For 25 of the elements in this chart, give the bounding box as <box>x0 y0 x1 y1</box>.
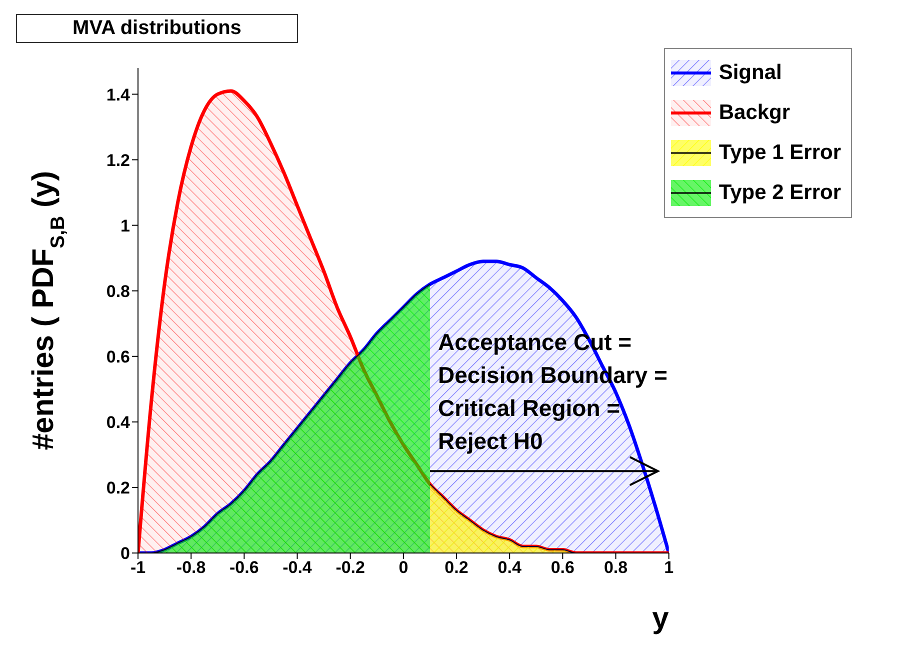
x-tick-label: -1 <box>130 558 146 578</box>
x-tick-label: 0 <box>398 558 408 578</box>
y-tick-label: 0.6 <box>106 347 130 366</box>
y-tick-label: 1 <box>120 216 130 236</box>
y-tick-label: 1.4 <box>106 85 131 104</box>
y-tick-label: 0.4 <box>106 412 131 432</box>
x-tick-label: -0.4 <box>282 558 312 578</box>
y-tick-label: 1.2 <box>106 150 130 170</box>
legend-label: Backgr <box>718 101 790 125</box>
y-tick-label: 0.2 <box>106 478 130 498</box>
legend-label: Type 1 Error <box>718 141 841 165</box>
x-tick-label: 1 <box>664 558 674 578</box>
chart-title: MVA distributions <box>16 14 298 43</box>
x-tick-label: 0.8 <box>604 558 628 578</box>
legend-label: Type 2 Error <box>718 181 841 205</box>
x-tick-label: -0.6 <box>230 558 259 578</box>
x-axis-title: y <box>652 602 670 635</box>
x-tick-label: 0.6 <box>550 558 574 578</box>
y-tick-label: 0.8 <box>106 282 130 301</box>
legend-label: Signal <box>718 61 782 85</box>
x-tick-label: -0.8 <box>176 558 206 578</box>
y-tick-label: 0 <box>120 544 130 564</box>
x-tick-label: -0.2 <box>336 558 365 578</box>
x-tick-label: 0.4 <box>498 558 522 578</box>
x-tick-label: 0.2 <box>444 558 468 578</box>
